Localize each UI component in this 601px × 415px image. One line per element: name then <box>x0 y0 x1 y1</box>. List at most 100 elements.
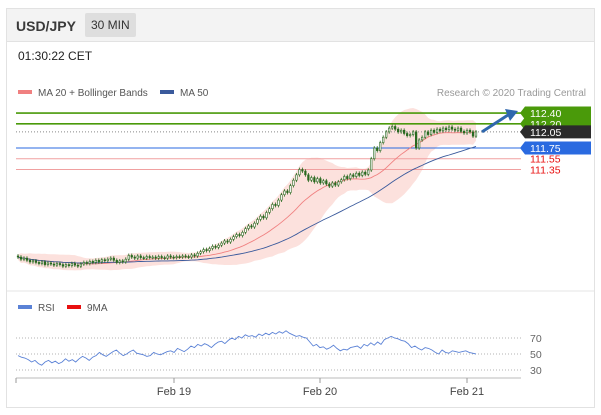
candle-body <box>352 174 355 177</box>
rsi-tick-30: 30 <box>530 365 542 377</box>
candle-body <box>22 257 26 260</box>
candle-body <box>361 171 364 176</box>
ma50-legend-swatch <box>160 90 174 94</box>
candle-body <box>420 136 424 141</box>
candle-body <box>199 251 202 254</box>
candle-body <box>229 239 232 243</box>
candle-body <box>184 255 187 258</box>
symbol-title: USD/JPY <box>16 18 76 34</box>
candle-body <box>310 177 313 181</box>
rsi-tick-50: 50 <box>530 349 542 361</box>
candle-body <box>214 246 217 248</box>
candle-body <box>262 215 265 219</box>
candle-body <box>130 255 133 258</box>
rsi-legend-label: RSI <box>38 303 55 314</box>
widget-header: USD/JPY 30 MIN <box>7 9 594 42</box>
candle-body <box>337 181 340 186</box>
candle-body <box>64 264 68 267</box>
candle-body <box>220 242 223 246</box>
candle-body <box>432 129 436 133</box>
candle-body <box>73 263 76 266</box>
candle-body <box>67 264 71 266</box>
candle-body <box>37 262 41 264</box>
candle-body <box>307 174 310 181</box>
candle-body <box>115 259 118 263</box>
candle-body <box>397 128 400 133</box>
candle-body <box>322 180 325 184</box>
candle-body <box>331 182 334 187</box>
candle-body <box>280 194 283 201</box>
rsi-tick-70: 70 <box>530 333 542 345</box>
candle-body <box>187 256 190 258</box>
ma9-legend-swatch <box>67 305 81 309</box>
chart-widget: USD/JPY 30 MIN 01:30:22 CET <box>6 8 595 408</box>
candle-body <box>247 225 250 229</box>
candle-body <box>265 212 268 219</box>
x-tick-label: Feb 20 <box>303 386 337 398</box>
level-badge-111-75 <box>520 141 591 155</box>
candle-body <box>286 190 289 193</box>
ma20-line <box>17 131 477 265</box>
candle-body <box>166 255 169 259</box>
candle-body <box>172 256 175 259</box>
candle-body <box>202 249 205 252</box>
level-label-112-05: 112.05 <box>530 127 561 139</box>
candle-body <box>139 255 142 258</box>
candle-body <box>193 254 196 257</box>
candle-body <box>151 256 154 259</box>
candle-body <box>85 262 88 264</box>
candle-body <box>256 219 259 224</box>
candle-body <box>435 128 439 133</box>
rsi-line <box>17 330 477 366</box>
ma20-legend-label: MA 20 + Bollinger Bands <box>38 88 148 99</box>
candle-body <box>82 262 85 265</box>
candle-body <box>55 263 59 266</box>
candle-body <box>25 257 29 261</box>
candle-body <box>79 263 82 267</box>
level-label-111-75: 111.75 <box>530 143 561 155</box>
candle-body <box>426 131 430 135</box>
candle-body <box>349 174 352 179</box>
level-badge-112-05 <box>520 125 591 139</box>
candle-body <box>133 256 136 259</box>
candle-body <box>409 134 412 136</box>
candle-body <box>16 255 20 258</box>
x-tick-label: Feb 19 <box>157 386 191 398</box>
candle-body <box>175 256 178 258</box>
candle-body <box>268 208 271 213</box>
candle-body <box>292 179 295 186</box>
candle-body <box>253 222 256 228</box>
candle-body <box>196 252 199 257</box>
timeframe-button[interactable]: 30 MIN <box>85 13 136 37</box>
candle-body <box>438 128 442 132</box>
candle-body <box>453 128 457 131</box>
candle-body <box>382 136 385 143</box>
candle-body <box>148 256 151 258</box>
candle-body <box>223 240 226 244</box>
candle-body <box>61 264 65 267</box>
candle-body <box>232 236 235 240</box>
rsi-plot: 70 50 30 <box>16 330 542 377</box>
candle-body <box>388 127 391 133</box>
candle-body <box>163 257 166 259</box>
candle-body <box>429 129 433 135</box>
candle-body <box>124 258 127 263</box>
level-label-111-55: 111.55 <box>530 154 561 166</box>
candle-body <box>355 172 358 177</box>
candle-body <box>370 158 373 171</box>
x-axis-ticks: Feb 19 Feb 20 Feb 21 <box>15 378 484 398</box>
forecast-arrow-shaft <box>481 113 509 134</box>
candle-body <box>385 131 388 138</box>
candle-body <box>406 133 409 136</box>
candle-body <box>106 258 109 262</box>
candle-body <box>471 131 475 137</box>
candle-body <box>373 147 376 160</box>
candle-body <box>474 131 478 137</box>
candle-body <box>88 261 91 264</box>
candle-body <box>58 263 62 265</box>
candle-body <box>468 129 472 133</box>
candle-body <box>205 249 208 251</box>
candle-body <box>31 260 35 263</box>
level-label-111-35: 111.35 <box>530 164 561 176</box>
